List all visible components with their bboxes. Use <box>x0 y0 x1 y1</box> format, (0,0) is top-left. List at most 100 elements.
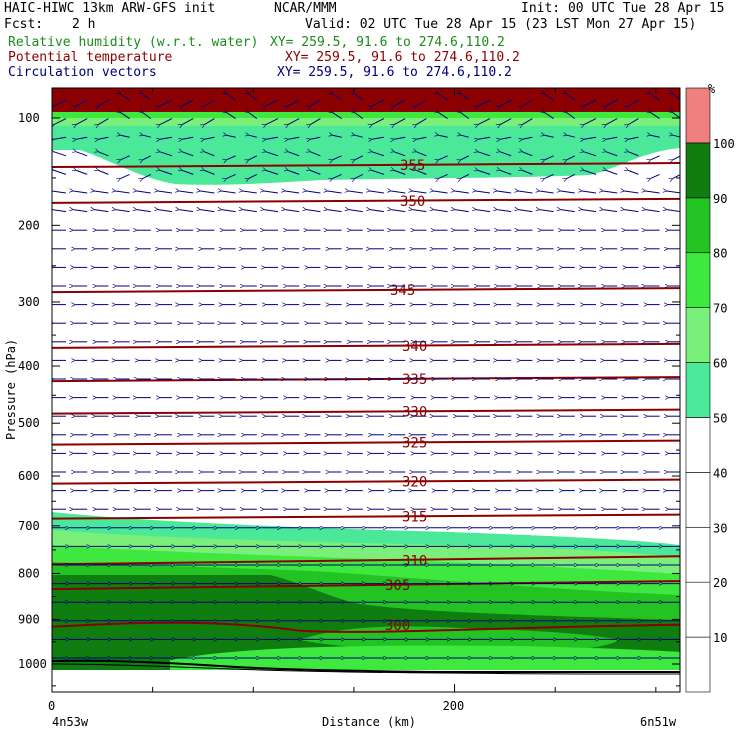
wind-vector <box>567 173 576 178</box>
plot-frame <box>51 87 681 693</box>
wind-vector <box>288 99 300 106</box>
wind-vector <box>54 136 67 139</box>
x-left-end-label: 4n53w <box>52 715 89 729</box>
wind-vector <box>606 136 618 139</box>
wind-vector <box>416 136 427 139</box>
wind-vector <box>355 155 364 160</box>
wind-vector <box>584 152 597 157</box>
wind-vector <box>243 210 257 213</box>
colorbar-segment <box>685 87 711 144</box>
wind-vector <box>264 191 279 194</box>
init-time: Init: 00 UTC Tue 28 Apr 15 <box>521 1 725 16</box>
wind-vector <box>391 191 406 194</box>
theta-contour-label: 345 <box>390 283 415 299</box>
wind-vector <box>500 99 512 106</box>
wind-vector <box>461 94 470 101</box>
wind-vector <box>76 170 88 175</box>
wind-vector <box>73 210 88 213</box>
wind-vector <box>266 118 279 125</box>
wind-vector <box>143 113 152 119</box>
wind-vector <box>522 152 533 157</box>
colorbar-segment <box>685 307 711 363</box>
theta-contour-label: 350 <box>400 194 425 210</box>
wind-vector <box>179 191 194 194</box>
x-right-end-label: 6n51w <box>640 715 677 729</box>
wind-vector <box>349 210 363 213</box>
wind-vector <box>628 152 639 157</box>
wind-vector <box>606 170 618 175</box>
y-tick-label: 700 <box>18 519 40 533</box>
theta-contour-label: 340 <box>402 339 427 355</box>
wind-vector <box>522 118 533 125</box>
wind-vector <box>391 210 406 213</box>
colorbar-tick-label: 20 <box>713 576 727 590</box>
wind-vector <box>288 136 300 139</box>
colorbar-segment <box>685 142 711 199</box>
colorbar-segment <box>685 472 711 528</box>
wind-vector <box>673 174 680 178</box>
wind-vector <box>500 136 512 139</box>
wind-vector <box>98 136 109 139</box>
wind-vector <box>227 155 236 160</box>
y-tick-label: 400 <box>18 359 40 373</box>
wind-vector <box>372 152 385 157</box>
wind-vector <box>54 99 67 106</box>
wind-vector <box>227 113 236 120</box>
wind-vector <box>160 152 173 157</box>
wind-vector <box>416 118 427 125</box>
wind-vector <box>518 191 533 194</box>
circulation-vectors <box>52 94 680 658</box>
wind-vector <box>249 113 258 119</box>
wind-vector <box>73 191 88 194</box>
x-axis: 0 200 <box>48 88 657 713</box>
wind-vector <box>121 155 130 160</box>
wind-vector <box>673 94 680 101</box>
wind-vector <box>370 210 385 213</box>
colorbar-unit: % <box>708 82 716 96</box>
model-title: HAIC-HIWC 13km ARW-GFS init <box>4 1 216 16</box>
wind-vector <box>328 191 342 194</box>
y-tick-label: 800 <box>18 566 40 580</box>
wind-vector <box>606 99 618 106</box>
y-tick-label: 500 <box>18 416 40 430</box>
wind-vector <box>545 135 554 138</box>
field-vec-xy: XY= 259.5, 91.6 to 274.6,110.2 <box>277 65 512 80</box>
wind-vector <box>545 94 554 101</box>
wind-vector <box>52 210 67 213</box>
wind-vector <box>394 170 406 175</box>
wind-vector <box>582 191 597 194</box>
wind-vector <box>461 173 470 178</box>
wind-vector <box>439 113 448 120</box>
colorbar-segment <box>685 362 711 418</box>
wind-vector <box>328 210 342 213</box>
wind-vector <box>478 136 491 139</box>
wind-vector <box>416 99 427 106</box>
wind-vector <box>349 191 363 194</box>
wind-vector <box>143 135 151 138</box>
y-tick-label: 600 <box>18 469 40 483</box>
wind-vector <box>651 94 660 101</box>
wind-vector <box>54 118 67 125</box>
wind-vector <box>370 191 385 194</box>
wind-vector <box>121 135 130 138</box>
wind-vector <box>582 210 597 213</box>
wind-vector <box>476 191 491 194</box>
wind-vector <box>646 191 660 194</box>
wind-vector <box>310 136 321 139</box>
wind-vector <box>500 118 512 125</box>
wind-vector <box>182 118 194 125</box>
wind-vector <box>372 170 385 175</box>
wind-vector <box>204 136 215 139</box>
wind-vector <box>333 155 342 160</box>
wind-vector <box>355 94 364 101</box>
y-tick-label: 1000 <box>18 657 47 671</box>
wind-vector <box>567 113 576 119</box>
wind-vector <box>222 191 236 194</box>
wind-vector <box>561 191 575 194</box>
colorbar-segment <box>685 417 711 473</box>
wind-vector <box>288 170 300 175</box>
wind-vector <box>116 210 130 213</box>
wind-vector <box>204 99 215 106</box>
theta-contour-label: 325 <box>402 436 427 452</box>
wind-vector <box>306 210 321 213</box>
